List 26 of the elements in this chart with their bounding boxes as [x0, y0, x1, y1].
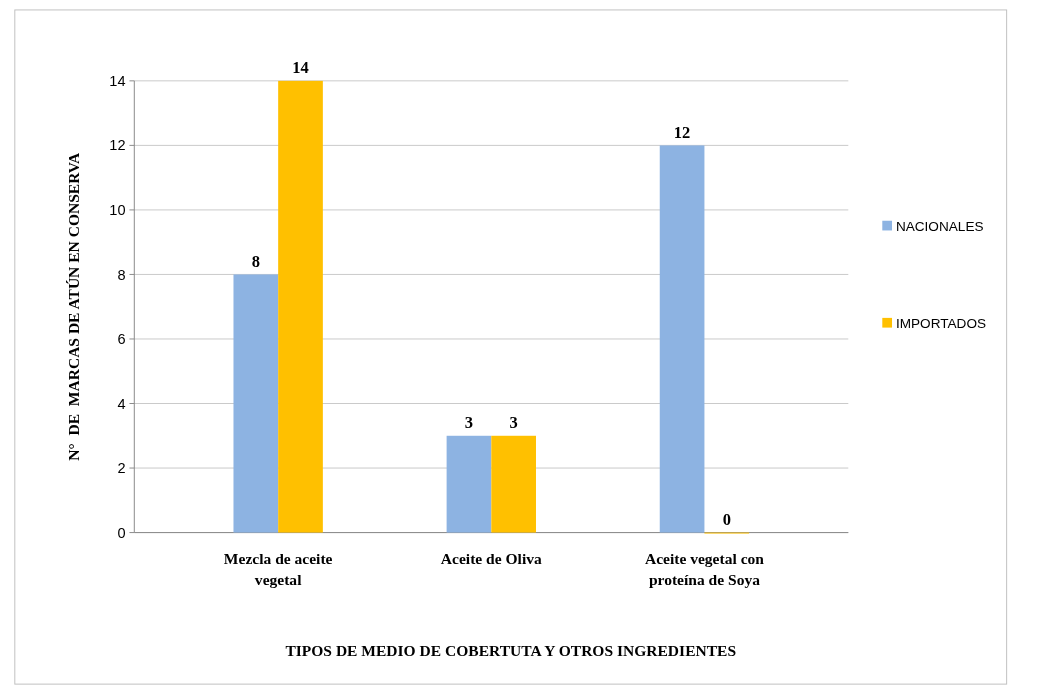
data-label: 8	[251, 251, 260, 271]
legend-label: NACIONALES	[895, 219, 984, 235]
x-tick-label: Mezcla de aceite vegetal	[223, 549, 333, 589]
x-tick-label: Aceite vegetal con proteína de Soya	[644, 549, 765, 589]
data-label: 14	[292, 58, 309, 78]
bar	[446, 435, 492, 533]
data-label: 3	[464, 413, 474, 432]
y-tick-label: 0	[117, 524, 126, 541]
y-tick-label: 4	[117, 395, 126, 412]
y-tick-label: 6	[117, 331, 126, 348]
y-tick-label: 8	[117, 266, 126, 283]
x-tick-label: Aceite de Oliva	[440, 549, 542, 567]
x-axis-title: TIPOS DE MEDIO DE COBERTUTA Y OTROS INGREDIENTES	[285, 641, 737, 659]
y-tick-label: 12	[109, 137, 126, 154]
bar	[278, 80, 323, 533]
y-tick-label: 10	[109, 202, 126, 219]
data-label: 0	[722, 509, 731, 529]
bar	[233, 274, 279, 533]
data-label: 12	[673, 122, 691, 142]
y-tick-label: 14	[109, 72, 126, 89]
y-axis-title: N° DE MARCAS DE ATÚN EN CONSERVA	[64, 151, 82, 461]
bar	[491, 435, 536, 533]
bar	[659, 145, 705, 533]
data-label: 3	[509, 413, 518, 432]
legend-label: IMPORTADOS	[895, 316, 987, 332]
y-tick-label: 2	[117, 460, 126, 477]
